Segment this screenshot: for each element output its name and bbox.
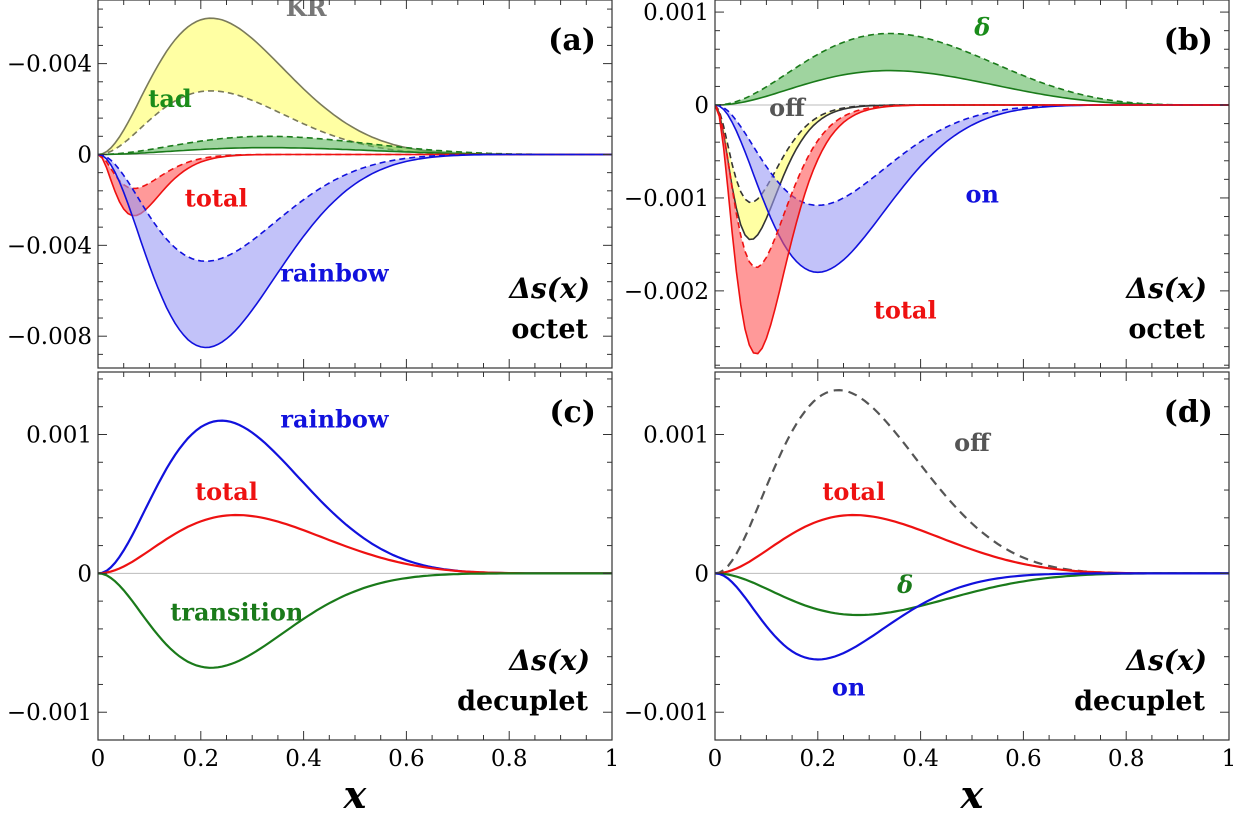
y-tick-label: −0.004 (7, 52, 92, 78)
y-tick-label: 0.001 (643, 422, 709, 448)
multiplet-label: octet (511, 314, 588, 345)
chart-panel-a: KR tad total rainbow −0.008 −0.004 0 −0.004 (a) Δ… (7, 0, 612, 368)
chart-panel-c: rainbow total transition 0 0.2 0.4 0.6 0.8 1 −0.0… (7, 372, 619, 772)
band-edge-lower-total (98, 155, 612, 216)
y-tick-label: −0.001 (7, 700, 92, 726)
panel-tag: (b) (1164, 23, 1213, 58)
panel-tag: (a) (548, 23, 596, 58)
y-tick-label: 0 (77, 142, 92, 168)
series-label-delta: δ (896, 570, 913, 599)
series-label-transition: transition (170, 598, 303, 627)
y-tick-label: 0.001 (643, 0, 709, 26)
x-tick-label: 0.8 (1108, 746, 1145, 772)
series-label-total: total (185, 184, 248, 213)
band-total (98, 155, 612, 216)
chart-panel-d: off total δ on 0 0.2 0.4 0.6 0.8 1 −0.001 0 0.001 (d)… (624, 372, 1236, 772)
series-label-total: total (822, 477, 885, 506)
delta-s-label: Δs(x) (507, 272, 590, 305)
panel-tag: (c) (549, 395, 596, 430)
delta-s-label: Δs(x) (507, 644, 590, 677)
x-tick-label: 0 (708, 746, 723, 772)
x-tick-label: 1 (1222, 746, 1237, 772)
x-tick-label: 0.6 (1005, 746, 1042, 772)
y-tick-label: −0.001 (624, 700, 709, 726)
x-tick-label: 1 (605, 746, 620, 772)
multiplet-label: decuplet (457, 686, 588, 717)
y-tick-label: −0.001 (624, 186, 709, 212)
delta-s-label: Δs(x) (1124, 272, 1207, 305)
series-label-rainbow: rainbow (280, 259, 390, 288)
delta-s-label: Δs(x) (1124, 644, 1207, 677)
series-label-on: on (966, 180, 999, 209)
y-tick-label: 0.001 (26, 422, 92, 448)
series-label-off: off (769, 93, 806, 122)
y-tick-label: 0 (694, 93, 709, 119)
multiplet-label: octet (1128, 314, 1205, 345)
series-label-off: off (954, 428, 991, 457)
series-label-delta: δ (973, 12, 990, 41)
series-label-rainbow: rainbow (280, 405, 390, 434)
y-tick-label: 0 (694, 561, 709, 587)
multiplet-label: decuplet (1074, 686, 1205, 717)
y-tick-label: 0 (77, 561, 92, 587)
x-tick-label: 0.2 (800, 746, 837, 772)
x-axis-title: x (343, 772, 368, 814)
series-label-on: on (832, 673, 865, 702)
series-line-δ (715, 573, 1229, 615)
series-label-KR: KR (286, 0, 328, 22)
series-line-total (98, 515, 612, 573)
y-tick-label: −0.002 (624, 279, 709, 305)
series-label-total: total (195, 477, 258, 506)
series-label-total: total (874, 296, 937, 325)
chart-panel-b: δ off on total −0.002 −0.001 0 0.001 (b) Δs(x) oct… (624, 0, 1229, 368)
x-tick-label: 0.6 (388, 746, 425, 772)
x-tick-label: 0 (91, 746, 106, 772)
y-tick-label: −0.008 (7, 324, 92, 350)
series-label-tad: tad (148, 84, 192, 113)
x-axis-title: x (960, 772, 985, 814)
panel-tag: (d) (1164, 395, 1213, 430)
x-tick-label: 0.4 (285, 746, 322, 772)
x-tick-label: 0.8 (491, 746, 528, 772)
plot-area (98, 421, 612, 668)
x-tick-label: 0.2 (183, 746, 220, 772)
series-line-off (715, 390, 1229, 573)
y-tick-label: −0.004 (7, 233, 92, 259)
x-tick-label: 0.4 (902, 746, 939, 772)
